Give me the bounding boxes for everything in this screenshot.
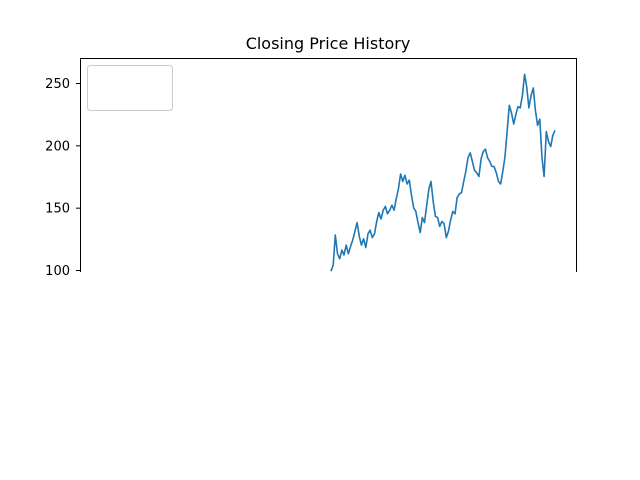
y-axis-ticks: 100 150 200 250 [45, 77, 80, 279]
y-tick-label: 150 [45, 202, 70, 217]
y-tick-label: 250 [45, 77, 70, 92]
chart-title: Closing Price History [246, 34, 411, 53]
axes-frame [80, 58, 577, 272]
y-tick-label: 200 [45, 139, 70, 154]
legend-box [87, 65, 173, 111]
closing-price-line [330, 73, 556, 272]
y-tick-label: 100 [45, 264, 70, 279]
